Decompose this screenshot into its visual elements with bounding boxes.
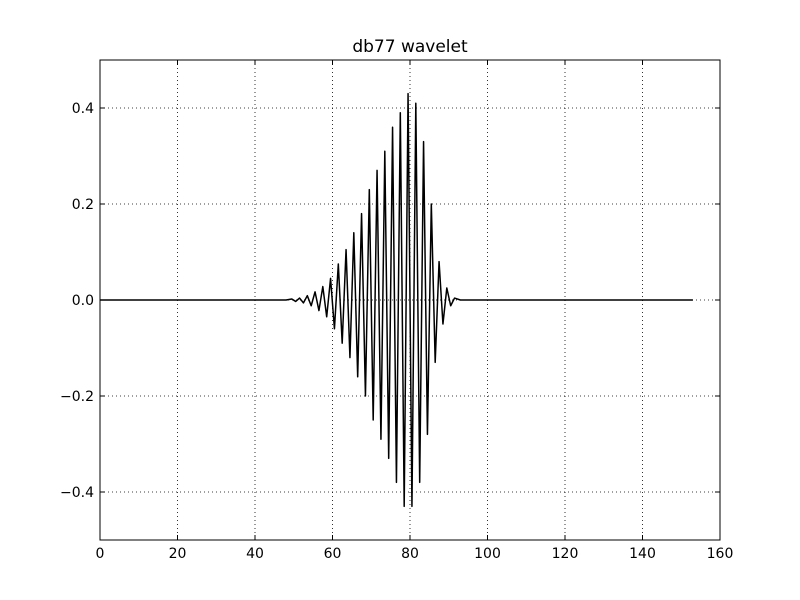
x-tick-label: 60 [324,546,342,562]
x-tick-label: 20 [169,546,187,562]
x-tick-label: 140 [629,546,656,562]
y-tick-label: 0.2 [72,197,94,213]
x-tick-label: 0 [96,546,105,562]
y-tick-label: 0.0 [72,293,94,309]
y-tick-label: −0.2 [60,389,94,405]
x-tick-label: 40 [246,546,264,562]
x-tick-label: 100 [474,546,501,562]
y-tick-label: −0.4 [60,485,94,501]
y-tick-label: 0.4 [72,101,94,117]
series-line [100,92,693,508]
chart-title: db77 wavelet [352,37,468,57]
x-tick-label: 120 [552,546,579,562]
ticks-group: 0 20 40 60 80 100 120 140 160 0.4 0.2 0.0 −0.2 −0.4 [60,60,733,562]
x-tick-label: 80 [401,546,419,562]
x-tick-label: 160 [707,546,734,562]
series-group [100,92,693,508]
